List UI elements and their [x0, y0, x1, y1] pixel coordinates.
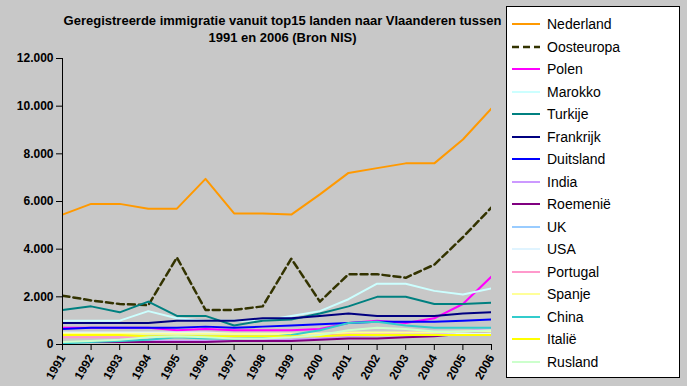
html-text:Duitsland: Duitsland: [547, 151, 606, 168]
svg-text:1996: 1996: [186, 352, 212, 382]
svg-text:1995: 1995: [157, 352, 183, 382]
html-text:Turkije: Turkije: [547, 106, 589, 123]
svg-text:2001: 2001: [329, 352, 355, 382]
html-text:Italië: Italië: [547, 331, 577, 348]
html-text:Frankrijk: Frankrijk: [547, 128, 601, 145]
html-text:Rusland: Rusland: [547, 353, 599, 370]
html-text:India: India: [547, 173, 578, 190]
svg-text:1998: 1998: [243, 352, 269, 382]
svg-text:1997: 1997: [215, 352, 241, 382]
svg-text:1993: 1993: [100, 352, 126, 382]
svg-text:2003: 2003: [386, 352, 412, 382]
html-text:Portugal: Portugal: [547, 263, 600, 280]
svg-text:10.000: 10.000: [17, 99, 54, 113]
html-text:UK: UK: [547, 218, 567, 235]
html-text:Polen: Polen: [547, 61, 583, 78]
svg-text:2.000: 2.000: [23, 290, 53, 304]
svg-text:6.000: 6.000: [23, 194, 53, 208]
html-text:Spanje: Spanje: [547, 286, 591, 303]
svg-text:2005: 2005: [443, 352, 469, 382]
svg-text:4.000: 4.000: [23, 242, 53, 256]
svg-text:1991: 1991: [43, 352, 69, 382]
html-text:Geregistreerde immigratie vanu: Geregistreerde immigratie vanuit top15 l…: [63, 13, 502, 45]
svg-text:1994: 1994: [129, 352, 155, 382]
svg-text:1992: 1992: [72, 352, 98, 382]
html-text:Oosteuropa: Oosteuropa: [547, 38, 621, 55]
svg-text:2006: 2006: [472, 352, 498, 382]
html-text:China: China: [547, 308, 584, 325]
svg-text:2000: 2000: [300, 352, 326, 382]
svg-text:2002: 2002: [358, 352, 384, 382]
html-text:USA: USA: [547, 241, 576, 258]
svg-text:1999: 1999: [272, 352, 298, 382]
svg-text:0: 0: [47, 337, 54, 351]
html-text:Roemenië: Roemenië: [547, 196, 611, 213]
html-text:Nederland: Nederland: [547, 16, 612, 33]
svg-text:12.000: 12.000: [17, 51, 54, 65]
svg-text:2004: 2004: [415, 352, 441, 382]
html-text:Marokko: Marokko: [547, 83, 601, 100]
svg-text:8.000: 8.000: [23, 147, 53, 161]
